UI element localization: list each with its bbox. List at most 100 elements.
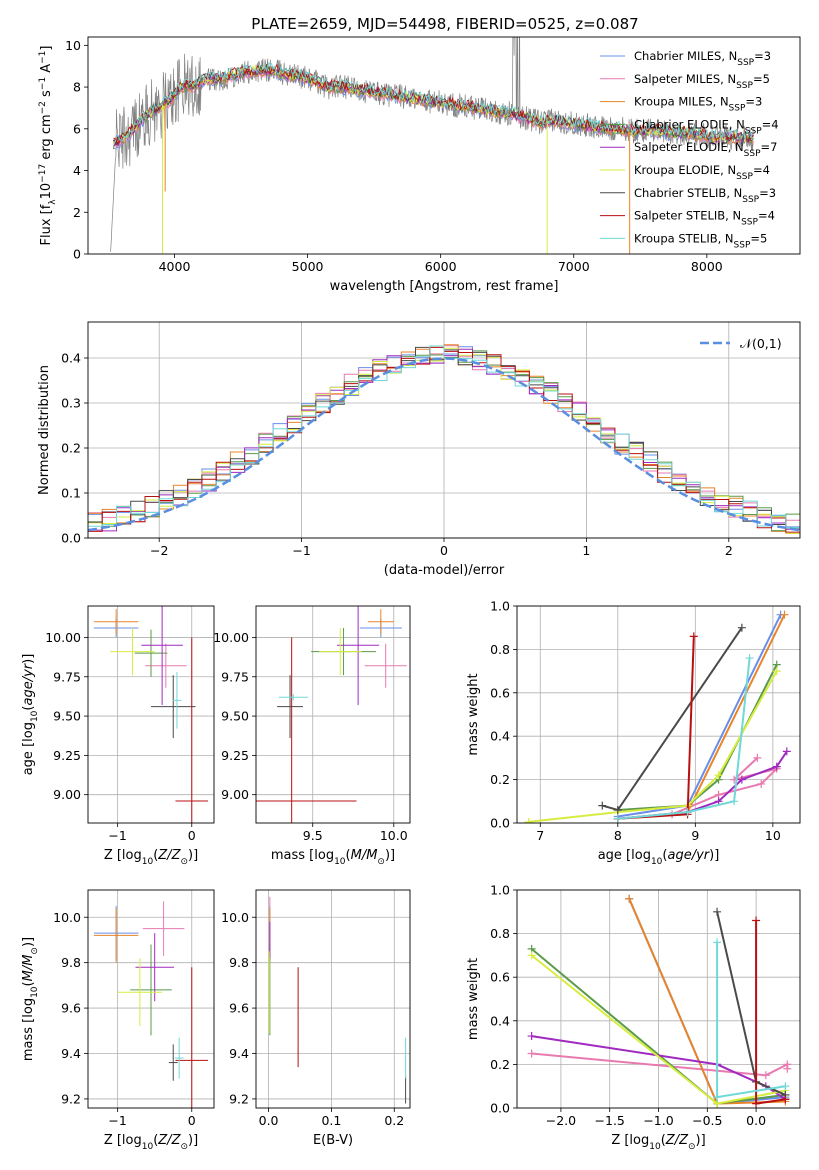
mass_vs_Z-point-chabrier-elodie bbox=[130, 944, 172, 1036]
age_vs_Z-point-salpeter-stelib bbox=[175, 637, 209, 823]
mass_weight_vs_Z-line-kroupa-stelib-marker bbox=[713, 1093, 722, 1102]
mass_weight_vs_age-line-salpeter-miles-marker bbox=[753, 753, 762, 762]
spectrum-axes: 4000 5000 6000 7000 8000 0 2 4 6 8 10 bbox=[65, 38, 723, 274]
mass_weight_vs_age-line-kroupa-elodie-marker bbox=[714, 771, 723, 780]
mass_weight_vs_age-ytick-label: 0.4 bbox=[490, 729, 510, 744]
mass_weight_vs_age-line-kroupa-stelib-marker bbox=[745, 654, 754, 663]
age_vs_Z-ytick-label: 9.25 bbox=[53, 748, 81, 763]
residuals-xlabel: (data-model)/error bbox=[384, 563, 505, 578]
mass_vs_Z-frame bbox=[87, 889, 215, 1109]
age_vs_Z-ytick-label: 9.00 bbox=[53, 787, 81, 802]
spectrum-ylabel: Flux [fλ10−17 erg cm−2 s−1 A−1] bbox=[38, 46, 58, 246]
age_vs_mass-point-salpeter-stelib bbox=[256, 637, 357, 823]
spectrum-ytick-label: 6 bbox=[73, 121, 81, 136]
spectrum-model-line bbox=[113, 63, 754, 146]
mass_vs_EBV-ytick-label: 9.4 bbox=[229, 1046, 249, 1061]
mass_weight_vs_age-ytick-label: 0.2 bbox=[490, 772, 510, 787]
age_vs_mass-xtick-label: 9.5 bbox=[303, 828, 323, 843]
mass_weight_vs_Z-line-kroupa-stelib-marker bbox=[713, 938, 722, 947]
mass_weight_vs_Z-line-chabrier-stelib-marker bbox=[713, 907, 722, 916]
mass_weight_vs_age-line-kroupa-stelib-marker bbox=[683, 808, 692, 817]
mass_weight_vs_age-line-kroupa-stelib-marker bbox=[730, 797, 739, 806]
residuals-ytick-label: 0.0 bbox=[61, 531, 81, 546]
mass_weight_vs_age-ylabel: mass weight bbox=[466, 673, 481, 755]
legend-label-normal: 𝒩(0,1) bbox=[740, 336, 782, 351]
age_vs_mass-point-chabrier-stelib bbox=[277, 675, 304, 739]
mass_weight_vs_Z-ytick-label: 0.2 bbox=[490, 1057, 510, 1072]
legend-label-salpeter-stelib: Salpeter STELIB, NSSP=4 bbox=[634, 209, 775, 228]
mass_weight_vs_age-ytick-label: 0.8 bbox=[490, 642, 510, 657]
age_vs_mass-point-kroupa-stelib bbox=[278, 694, 308, 701]
mass_vs_Z-point-kroupa-miles bbox=[93, 908, 139, 963]
age_vs_mass-ytick-label: 9.00 bbox=[221, 787, 249, 802]
mass_weight_vs_age-line-chabrier-stelib-marker bbox=[598, 801, 607, 810]
age_vs_mass-ytick-label: 9.50 bbox=[221, 709, 249, 724]
mass_weight_vs_age-xlabel: age [log10(age/yr)] bbox=[598, 848, 720, 867]
mass_weight_vs_age-xtick-label: 8 bbox=[614, 828, 622, 843]
mass_vs_Z-point-kroupa-elodie bbox=[117, 958, 163, 1027]
legend-label-kroupa-miles: Kroupa MILES, NSSP=3 bbox=[634, 95, 762, 114]
legend-label-salpeter-miles: Salpeter MILES, NSSP=5 bbox=[634, 72, 770, 91]
mass_weight_vs_Z-ytick-label: 1.0 bbox=[490, 883, 510, 898]
spectrum-xtick-label: 8000 bbox=[691, 259, 723, 274]
age_vs_mass-frame bbox=[255, 605, 411, 824]
mass_vs_Z-ytick-label: 9.2 bbox=[61, 1091, 81, 1106]
mass_vs_EBV-xtick-label: 0.1 bbox=[321, 1113, 341, 1128]
mass_vs_Z-point-salpeter-stelib bbox=[175, 967, 209, 1108]
residuals-ytick-label: 0.1 bbox=[61, 486, 81, 501]
residuals-xtick-label: −1 bbox=[292, 543, 310, 558]
mass_vs_Z-ytick-label: 10.0 bbox=[53, 910, 81, 925]
mass_weight_vs_age-xtick-label: 10 bbox=[765, 828, 781, 843]
mass_weight_vs_Z-line-kroupa-stelib-marker bbox=[781, 1082, 790, 1091]
mass_vs_EBV-xtick-label: 0.2 bbox=[384, 1113, 404, 1128]
spectrum-xtick-label: 4000 bbox=[159, 259, 191, 274]
mass_weight_vs_age-line-chabrier-stelib-marker bbox=[613, 805, 622, 814]
spectrum-xtick-label: 7000 bbox=[558, 259, 590, 274]
mass_weight_vs_age-line-salpeter-miles bbox=[671, 757, 781, 816]
spectrum-series-group bbox=[110, 37, 754, 254]
age_vs_Z-points-group bbox=[93, 606, 209, 823]
age_vs_mass-point-salpeter-elodie bbox=[337, 606, 380, 706]
mass_vs_Z-points-group bbox=[93, 901, 209, 1108]
mass_vs_Z-ytick-label: 9.6 bbox=[61, 1001, 81, 1016]
mass_weight_vs_Z-line-salpeter-stelib-marker bbox=[752, 916, 761, 925]
residuals-ylabel: Normed distribution bbox=[37, 365, 52, 495]
age_vs_mass-ytick-label: 10.00 bbox=[213, 630, 249, 645]
mass_weight_vs_age-line-salpeter-elodie-marker bbox=[782, 747, 791, 756]
spectrum-ytick-label: 8 bbox=[73, 80, 81, 95]
mass_vs_EBV-frame bbox=[255, 889, 411, 1109]
mass_vs_Z-xtick-label: −1 bbox=[108, 1113, 126, 1128]
age_vs_mass-points-group bbox=[256, 606, 407, 823]
residuals-ytick-label: 0.3 bbox=[61, 396, 81, 411]
mass_vs_Z-ytick-label: 9.4 bbox=[61, 1046, 81, 1061]
mass_weight_vs_Z-line-kroupa-miles-marker bbox=[625, 894, 634, 903]
spectrum-frame bbox=[87, 36, 801, 255]
mass_weight_vs_Z-axes: −2.0 −1.5 −1.0 −0.5 0.0 0.0 0.2 0.4 0.6 0.8 1.0 bbox=[490, 883, 800, 1128]
figure-title: PLATE=2659, MJD=54498, FIBERID=0525, z=0… bbox=[251, 15, 638, 33]
mass_vs_EBV-xtick-label: 0.0 bbox=[259, 1113, 279, 1128]
mass_weight_vs_Z-ytick-label: 0.4 bbox=[490, 1013, 510, 1028]
legend-label-chabrier-stelib: Chabrier STELIB, NSSP=3 bbox=[634, 186, 776, 205]
mass_weight_vs_Z-series-group bbox=[527, 894, 792, 1108]
mass_weight_vs_age-xtick-label: 7 bbox=[536, 828, 544, 843]
mass_vs_EBV-ytick-label: 9.6 bbox=[229, 1001, 249, 1016]
spectrum-ytick-label: 4 bbox=[73, 163, 81, 178]
age_vs_Z-point-kroupa-stelib bbox=[172, 672, 182, 729]
mass_weight_vs_Z-xtick-label: −1.0 bbox=[643, 1113, 673, 1128]
age_vs_Z-point-kroupa-miles bbox=[93, 609, 139, 635]
residuals-reference-curve bbox=[88, 357, 800, 532]
mass_weight_vs_Z-frame bbox=[516, 889, 801, 1109]
residuals-xtick-label: 0 bbox=[440, 543, 448, 558]
mass_weight_vs_Z-line-salpeter-stelib-marker bbox=[752, 1099, 761, 1108]
mass_vs_EBV-ytick-label: 9.2 bbox=[229, 1091, 249, 1106]
mass_vs_EBV-ytick-label: 9.8 bbox=[229, 955, 249, 970]
mass_weight_vs_age-series-group bbox=[524, 610, 791, 823]
age_vs_mass-point-kroupa-miles bbox=[367, 609, 394, 635]
age_vs_Z-ylabel: age [log10(age/yr)] bbox=[21, 654, 40, 776]
residuals-frame bbox=[87, 321, 801, 539]
mass_weight_vs_Z-xtick-label: −1.5 bbox=[595, 1113, 625, 1128]
mass_weight_vs_Z-line-salpeter-miles-marker bbox=[761, 1071, 770, 1080]
residuals-xtick-label: 1 bbox=[582, 543, 590, 558]
